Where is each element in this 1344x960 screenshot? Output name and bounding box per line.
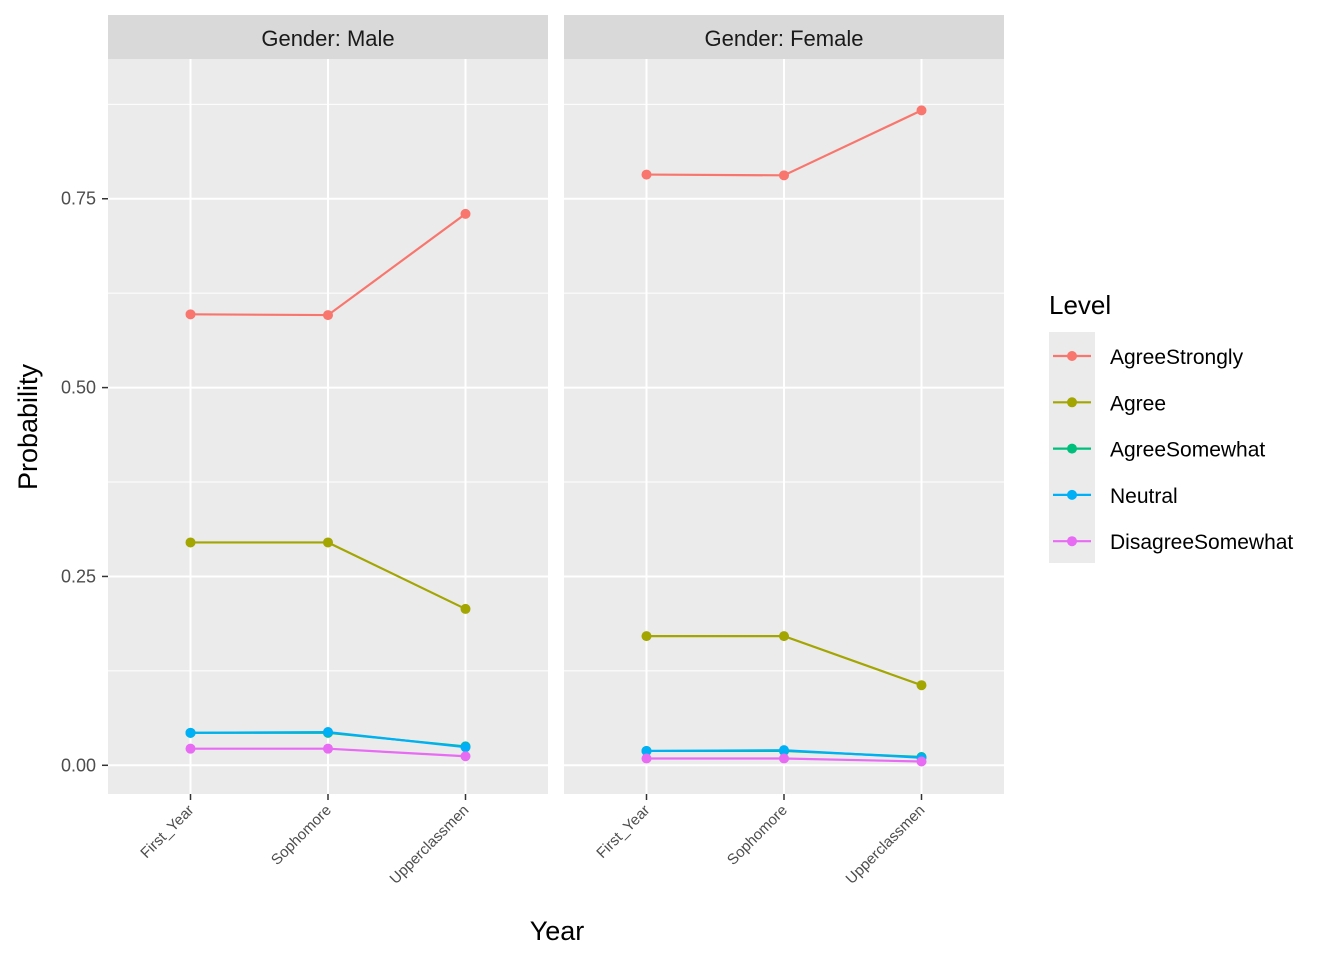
data-point-AgreeStrongly bbox=[916, 105, 927, 116]
y-axis: 0.00 0.25 0.50 0.75 bbox=[61, 189, 108, 775]
legend-item-AgreeSomewhat: AgreeSomewhat bbox=[1053, 439, 1265, 462]
data-point-AgreeStrongly bbox=[641, 169, 652, 180]
data-point-Agree bbox=[185, 537, 196, 548]
data-point-DisagreeSomewhat bbox=[185, 743, 196, 754]
data-point-Agree bbox=[460, 603, 471, 614]
panels: Gender: Male First_Year Sophomore Upperclas… bbox=[108, 15, 1004, 888]
data-point-DisagreeSomewhat bbox=[916, 756, 927, 767]
panel-2: Gender: Female First_Year Sophomore Uppercl… bbox=[564, 15, 1004, 888]
legend-label: AgreeStrongly bbox=[1110, 346, 1244, 369]
legend-label: DisagreeSomewhat bbox=[1110, 531, 1293, 554]
data-point-DisagreeSomewhat bbox=[323, 743, 333, 754]
legend-key-point bbox=[1067, 536, 1077, 547]
legend-key-point bbox=[1067, 351, 1077, 361]
x-tick-label: Upperclassmen bbox=[843, 802, 929, 888]
legend-label: AgreeSomewhat bbox=[1110, 439, 1265, 462]
legend-key-point bbox=[1067, 397, 1077, 408]
data-point-AgreeStrongly bbox=[185, 309, 196, 320]
data-point-Agree bbox=[916, 680, 927, 691]
data-point-Agree bbox=[779, 631, 789, 642]
data-point-Agree bbox=[641, 631, 652, 642]
data-point-Neutral bbox=[641, 745, 652, 756]
legend-key-point bbox=[1067, 443, 1077, 454]
legend-item-AgreeStrongly: AgreeStrongly bbox=[1053, 346, 1244, 369]
facet-label: Gender: Female bbox=[705, 26, 864, 51]
legend-items: AgreeStrongly Agree AgreeSomewhat Neutral Di… bbox=[1053, 346, 1293, 554]
data-point-Neutral bbox=[460, 742, 471, 753]
facet-label: Gender: Male bbox=[261, 26, 394, 51]
x-tick-label: Sophomore bbox=[724, 802, 791, 869]
y-axis-title: Probability bbox=[13, 363, 43, 490]
legend-key-point bbox=[1067, 489, 1077, 500]
x-tick-label: First_Year bbox=[593, 802, 653, 862]
legend-label: Agree bbox=[1110, 392, 1166, 415]
data-point-AgreeStrongly bbox=[779, 170, 789, 181]
data-point-DisagreeSomewhat bbox=[779, 753, 789, 764]
data-point-Neutral bbox=[779, 745, 789, 756]
data-point-DisagreeSomewhat bbox=[460, 751, 471, 762]
facet-strip bbox=[564, 15, 1004, 59]
data-point-DisagreeSomewhat bbox=[641, 753, 652, 764]
y-tick-label: 0.00 bbox=[61, 755, 96, 775]
x-axis-title: Year bbox=[530, 916, 585, 946]
data-point-AgreeStrongly bbox=[460, 208, 471, 219]
data-point-Neutral bbox=[185, 727, 196, 738]
x-tick-label: Upperclassmen bbox=[387, 802, 473, 888]
legend-label: Neutral bbox=[1110, 485, 1178, 508]
legend-item-DisagreeSomewhat: DisagreeSomewhat bbox=[1053, 531, 1293, 554]
data-point-Neutral bbox=[323, 727, 333, 738]
data-point-AgreeStrongly bbox=[323, 310, 333, 321]
x-tick-label: First_Year bbox=[137, 802, 197, 862]
y-tick-label: 0.25 bbox=[61, 566, 96, 586]
legend: Level AgreeStrongly Agree AgreeSomewhat Neu… bbox=[1049, 290, 1293, 563]
y-tick-label: 0.50 bbox=[61, 378, 96, 398]
data-point-Agree bbox=[323, 537, 333, 548]
legend-item-Neutral: Neutral bbox=[1053, 485, 1178, 508]
panel-1: Gender: Male First_Year Sophomore Upperclas… bbox=[108, 15, 548, 888]
x-tick-label: Sophomore bbox=[268, 802, 335, 869]
legend-item-Agree: Agree bbox=[1053, 392, 1166, 415]
legend-title: Level bbox=[1049, 290, 1111, 320]
y-tick-label: 0.75 bbox=[61, 189, 96, 209]
facet-strip bbox=[108, 15, 548, 59]
